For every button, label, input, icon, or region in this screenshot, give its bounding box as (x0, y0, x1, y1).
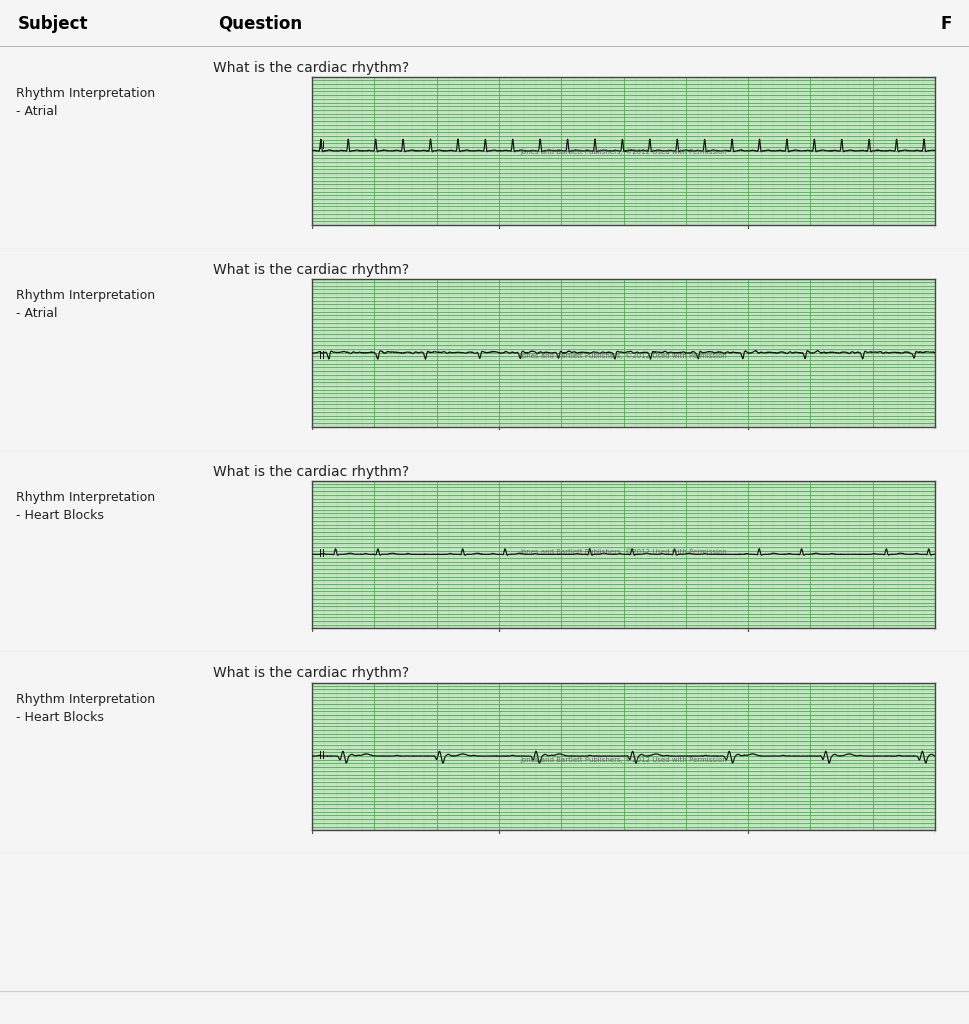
Text: II: II (320, 141, 326, 152)
Text: F: F (941, 14, 953, 33)
Text: Subject: Subject (17, 14, 88, 33)
Text: What is the cardiac rhythm?: What is the cardiac rhythm? (213, 465, 409, 478)
Text: Rhythm Interpretation
- Atrial: Rhythm Interpretation - Atrial (16, 289, 155, 321)
Text: Rhythm Interpretation
- Heart Blocks: Rhythm Interpretation - Heart Blocks (16, 692, 155, 724)
Text: II: II (320, 350, 326, 360)
Text: II: II (320, 549, 326, 559)
Text: Jones and Bartlett Publishers, ©2012 Used with Permission: Jones and Bartlett Publishers, ©2012 Use… (520, 757, 727, 763)
Text: Jones and Bartlett Publishers, ©2012 Used with Permission: Jones and Bartlett Publishers, ©2012 Use… (520, 549, 727, 555)
Text: Rhythm Interpretation
- Atrial: Rhythm Interpretation - Atrial (16, 87, 155, 119)
Text: Question: Question (218, 14, 302, 33)
Text: Jones and Bartlett Publishers, ©2012 Used with Permission: Jones and Bartlett Publishers, ©2012 Use… (520, 147, 727, 155)
Text: What is the cardiac rhythm?: What is the cardiac rhythm? (213, 263, 409, 276)
Text: What is the cardiac rhythm?: What is the cardiac rhythm? (213, 667, 409, 680)
Text: What is the cardiac rhythm?: What is the cardiac rhythm? (213, 61, 409, 75)
Text: II: II (320, 752, 326, 761)
Text: Jones and Bartlett Publishers, ©2012 Used with Permission: Jones and Bartlett Publishers, ©2012 Use… (520, 352, 727, 359)
Text: Rhythm Interpretation
- Heart Blocks: Rhythm Interpretation - Heart Blocks (16, 490, 155, 522)
